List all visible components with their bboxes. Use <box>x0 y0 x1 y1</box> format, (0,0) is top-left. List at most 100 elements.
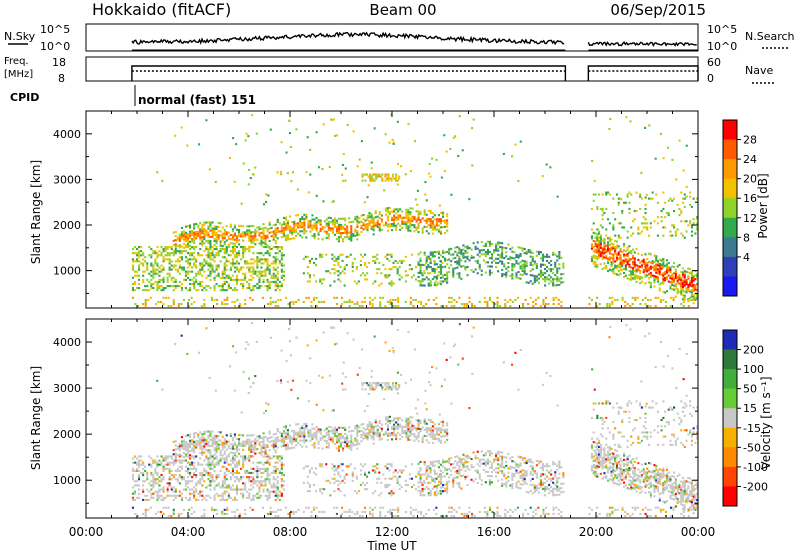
power-cell <box>308 261 311 264</box>
power-cell <box>197 254 200 257</box>
velocity-cell <box>337 439 340 442</box>
power-cell <box>140 254 143 257</box>
velocity-cell <box>262 484 265 487</box>
velocity-cell <box>303 433 306 436</box>
velocity-cell <box>207 445 210 448</box>
power-cell <box>268 268 271 271</box>
velocity-cell <box>248 455 251 458</box>
power-cell <box>233 224 236 227</box>
power-cell <box>346 233 349 236</box>
power-cell <box>238 254 241 257</box>
power-cell <box>448 258 451 261</box>
power-cell <box>329 227 332 230</box>
velocity-cell <box>213 449 216 452</box>
velocity-cell <box>278 439 281 442</box>
power-cell <box>242 235 245 238</box>
power-cell <box>490 242 493 245</box>
velocity-cell <box>229 496 232 499</box>
power-cell <box>223 266 226 269</box>
velocity-cell <box>209 438 212 441</box>
power-cell <box>649 282 652 285</box>
power-cell <box>519 140 522 143</box>
power-cell <box>280 252 283 255</box>
velocity-cell <box>289 424 292 427</box>
power-cell <box>664 216 667 219</box>
velocity-cell <box>215 461 218 464</box>
power-cell <box>378 175 381 178</box>
power-cell <box>280 173 283 176</box>
power-cell <box>284 234 287 237</box>
power-cell <box>682 300 685 303</box>
power-cell <box>599 240 602 243</box>
velocity-cell <box>152 484 155 487</box>
power-cell <box>233 242 236 245</box>
velocity-cell <box>356 430 359 433</box>
velocity-cell <box>391 427 394 430</box>
power-cell <box>388 177 391 180</box>
power-cell <box>335 134 338 137</box>
power-cell <box>299 224 302 227</box>
velocity-cell <box>256 467 259 470</box>
power-cell <box>630 252 633 255</box>
power-cell <box>248 268 251 271</box>
velocity-cell <box>209 465 212 468</box>
power-cell <box>207 254 210 257</box>
power-cell <box>333 223 336 226</box>
velocity-cell <box>193 486 196 489</box>
power-cell <box>174 243 177 246</box>
power-cell <box>216 303 219 306</box>
power-cell <box>209 264 212 267</box>
power-cell <box>305 171 308 174</box>
velocity-cell <box>311 423 314 426</box>
power-cell <box>266 289 269 292</box>
velocity-cell <box>187 444 190 447</box>
power-cell <box>266 285 269 288</box>
power-cell <box>456 272 459 275</box>
power-cell <box>176 258 179 261</box>
power-cell <box>644 226 647 229</box>
power-cell <box>325 236 328 239</box>
velocity-cell <box>138 459 141 462</box>
power-cell <box>366 278 369 281</box>
power-cell <box>352 235 355 238</box>
power-cell <box>435 268 438 271</box>
power-cell <box>233 226 236 229</box>
power-cell <box>240 278 243 281</box>
power-cell <box>174 230 177 233</box>
power-cell <box>260 285 263 288</box>
power-cell <box>137 305 140 308</box>
power-cell <box>554 265 557 268</box>
power-cell <box>152 270 155 273</box>
power-cell <box>221 274 224 277</box>
velocity-cell <box>238 442 241 445</box>
power-cell <box>519 261 522 264</box>
power-cell <box>299 218 302 221</box>
power-cell <box>601 257 604 260</box>
velocity-cell <box>180 454 183 457</box>
power-cell <box>278 260 281 263</box>
velocity-cell <box>227 447 230 450</box>
power-cell <box>412 274 415 277</box>
velocity-cell <box>260 447 263 450</box>
velocity-cell <box>364 432 367 435</box>
power-cell <box>678 274 681 277</box>
velocity-cell <box>189 457 192 460</box>
power-cell <box>199 264 202 267</box>
power-cell <box>444 232 447 235</box>
power-cell <box>327 270 330 273</box>
power-cell <box>307 220 310 223</box>
power-cell <box>274 300 277 303</box>
velocity-cell <box>425 439 428 442</box>
velocity-cell <box>142 463 145 466</box>
power-cell <box>225 289 228 292</box>
power-cell <box>462 264 465 267</box>
power-cell <box>203 287 206 290</box>
power-cell <box>617 222 620 225</box>
velocity-cell <box>203 430 206 433</box>
velocity-cell <box>417 434 420 437</box>
velocity-cell <box>225 434 228 437</box>
power-cell <box>272 260 275 263</box>
power-cell <box>690 298 693 301</box>
power-cell <box>184 272 187 275</box>
power-cell <box>550 276 553 279</box>
